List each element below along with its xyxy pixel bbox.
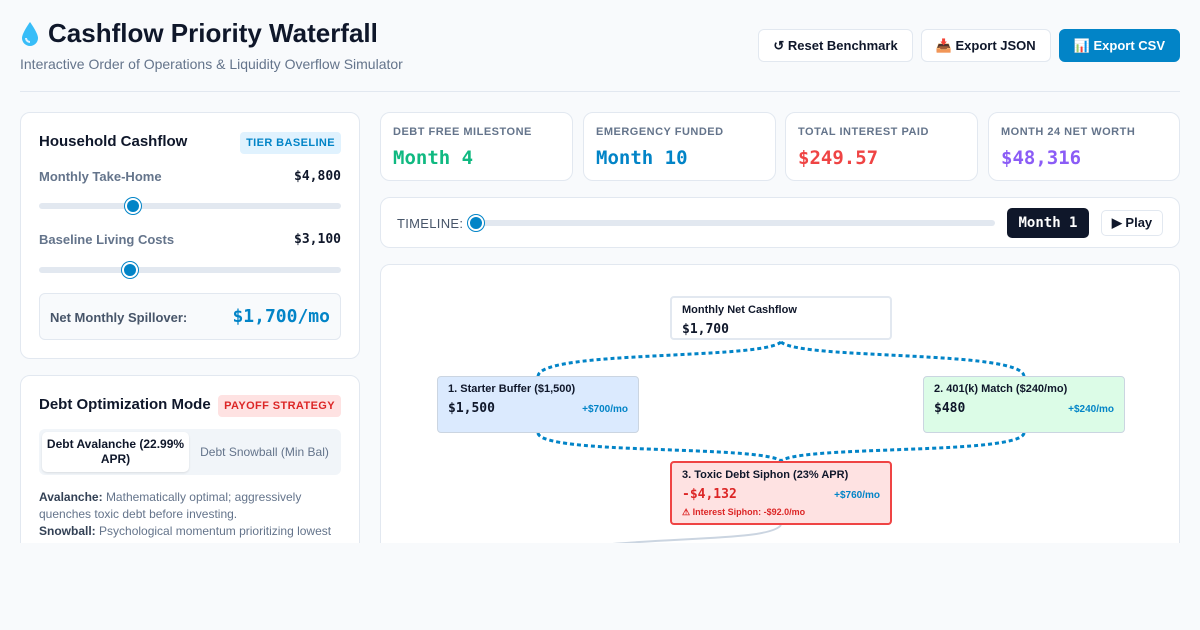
living-costs-slider[interactable] xyxy=(39,262,341,278)
stat-value: Month 4 xyxy=(393,147,474,169)
node-value: -$4,132 xyxy=(682,487,737,502)
stat-card-total-interest: TOTAL INTEREST PAID $249.57 xyxy=(785,112,978,181)
stat-value: $249.57 xyxy=(798,147,879,169)
page-subtitle: Interactive Order of Operations & Liquid… xyxy=(20,56,403,72)
living-costs-value: $3,100 xyxy=(294,232,341,247)
viewport-cutoff xyxy=(0,543,1200,630)
connector-match-to-debt xyxy=(780,432,1026,463)
tier-badge: TIER BASELINE xyxy=(240,132,341,154)
stat-value: $48,316 xyxy=(1001,147,1082,169)
interest-siphon-warning: ⚠ Interest Siphon: -$92.0/mo xyxy=(682,507,806,517)
timeline-label: TIMELINE: xyxy=(397,216,464,231)
node-rate: +$760/mo xyxy=(834,490,880,501)
node-401k-match[interactable]: 2. 401(k) Match ($240/mo) $480 +$240/mo xyxy=(923,376,1125,433)
timeline-bar: TIMELINE: Month 1 ▶ Play xyxy=(380,197,1180,248)
node-starter-buffer[interactable]: 1. Starter Buffer ($1,500) $1,500 +$700/… xyxy=(437,376,639,433)
export-csv-button[interactable]: 📊 Export CSV xyxy=(1058,29,1180,62)
play-button[interactable]: ▶ Play xyxy=(1101,210,1163,236)
node-rate: +$700/mo xyxy=(582,404,628,415)
timeline-month-display: Month 1 xyxy=(1007,208,1089,238)
page-title-text: Cashflow Priority Waterfall xyxy=(48,18,378,48)
net-spillover-box: Net Monthly Spillover: $1,700/mo xyxy=(39,293,341,340)
connector-root-to-match xyxy=(780,340,1026,377)
debt-optimization-title: Debt Optimization Mode xyxy=(39,396,211,413)
page-header: Cashflow Priority Waterfall Interactive … xyxy=(20,16,1180,92)
living-costs-slider-thumb[interactable] xyxy=(121,262,138,278)
debt-optimization-card: Debt Optimization Mode PAYOFF STRATEGY D… xyxy=(20,375,360,615)
net-spillover-label: Net Monthly Spillover: xyxy=(50,310,188,325)
node-value: $1,500 xyxy=(448,401,495,416)
stat-label: MONTH 24 NET WORTH xyxy=(1001,126,1136,138)
stat-card-emergency-funded: EMERGENCY FUNDED Month 10 xyxy=(583,112,776,181)
take-home-slider[interactable] xyxy=(39,198,341,214)
node-title: 2. 401(k) Match ($240/mo) xyxy=(934,383,1068,395)
reset-benchmark-button[interactable]: ↺ Reset Benchmark xyxy=(758,29,913,62)
stat-label: EMERGENCY FUNDED xyxy=(596,126,724,138)
payoff-strategy-badge: PAYOFF STRATEGY xyxy=(218,395,341,417)
connector-buffer-to-debt xyxy=(536,432,782,463)
stat-label: DEBT FREE MILESTONE xyxy=(393,126,532,138)
node-title: 1. Starter Buffer ($1,500) xyxy=(448,383,576,395)
avalanche-option[interactable]: Debt Avalanche (22.99% APR) xyxy=(42,432,189,472)
snowball-option[interactable]: Debt Snowball (Min Bal) xyxy=(200,444,329,459)
avalanche-desc-label: Avalanche: xyxy=(39,490,103,504)
net-spillover-value: $1,700/mo xyxy=(232,306,330,327)
take-home-slider-thumb[interactable] xyxy=(124,198,141,214)
connector-root-to-buffer xyxy=(536,340,782,377)
timeline-slider[interactable] xyxy=(468,215,995,231)
household-cashflow-title: Household Cashflow xyxy=(39,133,188,150)
stat-value: Month 10 xyxy=(596,147,688,169)
export-json-button[interactable]: 📥 Export JSON xyxy=(920,29,1051,62)
water-drop-icon xyxy=(22,21,38,46)
node-monthly-net-cashflow[interactable]: Monthly Net Cashflow $1,700 xyxy=(670,296,892,340)
snowball-desc-label: Snowball: xyxy=(39,524,96,538)
avalanche-desc-text: Mathematically optimal; aggressively que… xyxy=(39,490,302,521)
node-title: 3. Toxic Debt Siphon (23% APR) xyxy=(682,469,849,481)
node-rate: +$240/mo xyxy=(1068,404,1114,415)
household-cashflow-card: Household Cashflow TIER BASELINE Monthly… xyxy=(20,112,360,359)
node-toxic-debt-siphon[interactable]: 3. Toxic Debt Siphon (23% APR) -$4,132 +… xyxy=(670,461,892,525)
take-home-label: Monthly Take-Home xyxy=(39,169,162,184)
page-title: Cashflow Priority Waterfall xyxy=(20,18,378,49)
connector-debt-overflow xyxy=(600,524,782,546)
stat-label: TOTAL INTEREST PAID xyxy=(798,126,929,138)
flow-connectors xyxy=(536,340,1026,546)
node-value: $480 xyxy=(934,401,966,416)
node-title: Monthly Net Cashflow xyxy=(682,304,797,316)
timeline-slider-thumb[interactable] xyxy=(468,215,484,231)
node-value: $1,700 xyxy=(682,322,729,337)
waterfall-flow-canvas: Monthly Net Cashflow $1,700 1. Starter B… xyxy=(380,264,1180,564)
take-home-value: $4,800 xyxy=(294,169,341,184)
strategy-toggle: Debt Avalanche (22.99% APR) Debt Snowbal… xyxy=(39,429,341,475)
stat-card-debt-free: DEBT FREE MILESTONE Month 4 xyxy=(380,112,573,181)
stat-card-net-worth: MONTH 24 NET WORTH $48,316 xyxy=(988,112,1180,181)
living-costs-label: Baseline Living Costs xyxy=(39,232,175,247)
